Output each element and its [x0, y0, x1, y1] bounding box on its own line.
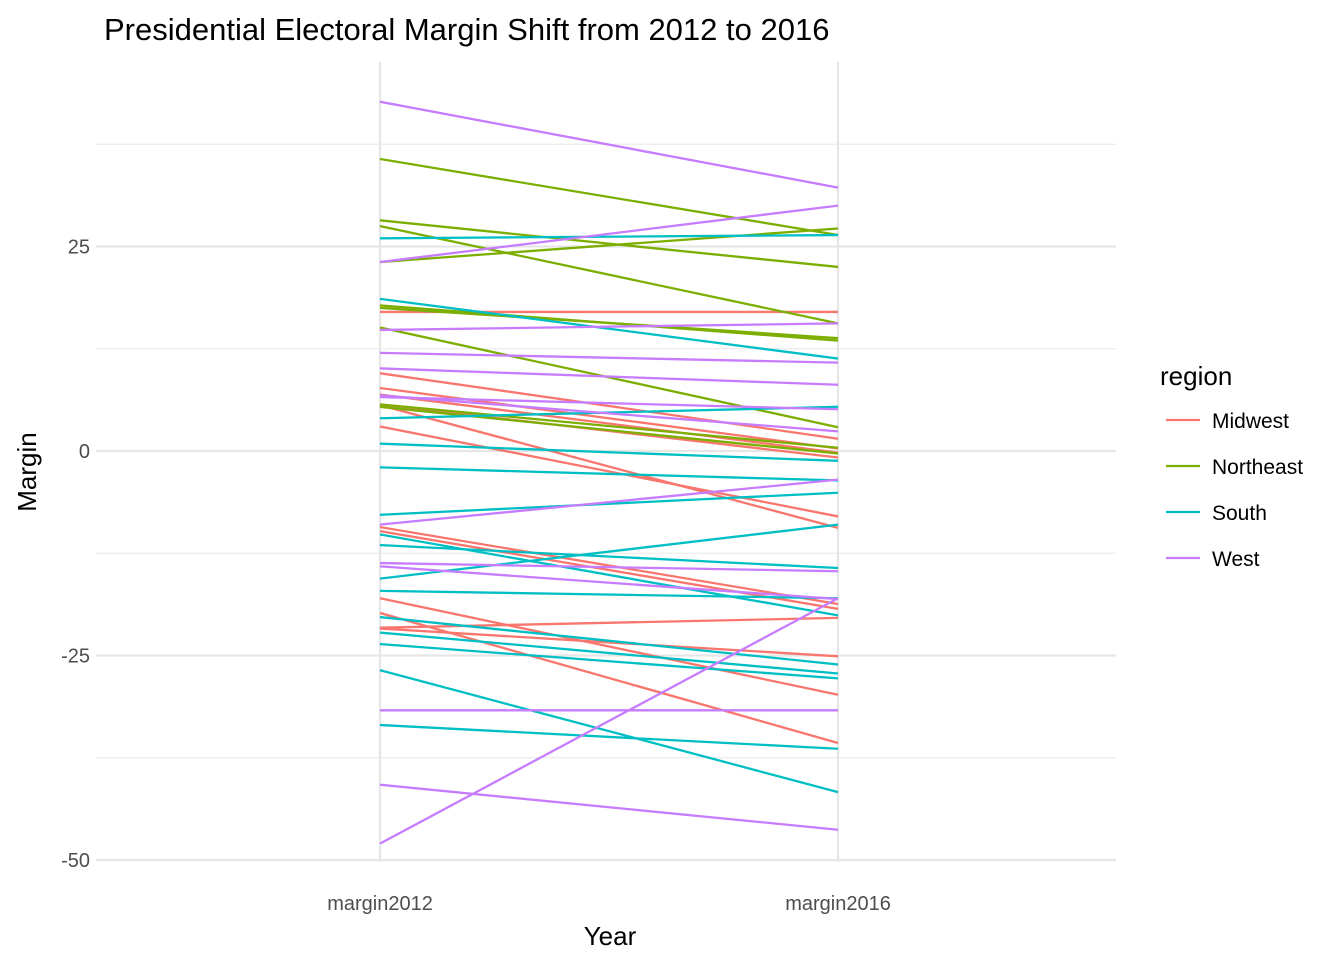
series-line-south [379, 297, 839, 360]
series-line-west [379, 204, 839, 264]
series-line-northeast [379, 157, 839, 237]
series-line-midwest [379, 393, 839, 454]
y-axis-ticks: 25 0 -25 -50 [61, 237, 90, 873]
series-line-south [379, 491, 839, 516]
series-line-west [379, 783, 839, 831]
grid-major-lines [96, 62, 1116, 862]
legend-item-south: South [1166, 502, 1267, 525]
series-line-midwest [379, 404, 839, 530]
x-axis-ticks: margin2012 margin2016 [327, 893, 891, 915]
y-tick-label: 0 [79, 441, 90, 463]
series-line-midwest [379, 425, 839, 518]
y-axis-title: Margin [12, 432, 42, 511]
x-axis-title: Year [584, 921, 637, 951]
legend-label: South [1212, 502, 1267, 525]
chart-title: Presidential Electoral Margin Shift from… [104, 12, 829, 47]
series-line-northeast [379, 405, 839, 455]
series-line-midwest [379, 372, 839, 440]
legend: region Midwest Northeast South West [1160, 361, 1303, 571]
series-line-south [379, 723, 839, 750]
series-line-midwest [379, 611, 839, 745]
series-line-northeast [379, 224, 839, 325]
series-line-south [379, 233, 839, 240]
series-line-south [379, 466, 839, 482]
legend-label: West [1212, 548, 1260, 571]
series-line-west [379, 395, 839, 411]
series-line-midwest [379, 525, 839, 606]
series-line-west [379, 478, 839, 526]
legend-item-northeast: Northeast [1166, 456, 1303, 479]
series-line-south [379, 533, 839, 617]
x-tick-label: margin2016 [785, 893, 891, 915]
legend-item-west: West [1166, 548, 1260, 571]
series-line-northeast [379, 403, 839, 449]
series-line-west [379, 565, 839, 601]
legend-title: region [1160, 361, 1232, 391]
legend-label: Northeast [1212, 456, 1303, 479]
series-line-west [379, 351, 839, 364]
series-line-south [379, 631, 839, 675]
series-line-south [379, 589, 839, 600]
series-line-south [379, 442, 839, 462]
series-line-west [379, 394, 839, 433]
series-line-midwest [379, 627, 839, 658]
series-line-south [379, 669, 839, 794]
series-line-west [379, 322, 839, 332]
series-line-west [379, 561, 839, 573]
series-lines [379, 100, 839, 845]
series-line-northeast [379, 219, 839, 269]
series-line-midwest [379, 616, 839, 629]
series-line-west [379, 100, 839, 189]
series-line-south [379, 642, 839, 680]
y-tick-label: -25 [61, 646, 90, 668]
series-line-northeast [379, 227, 839, 264]
series-line-midwest [379, 597, 839, 696]
legend-label: Midwest [1212, 410, 1289, 433]
series-line-west [379, 367, 839, 386]
series-line-west [379, 597, 839, 845]
y-tick-label: -50 [61, 850, 90, 872]
x-tick-label: margin2012 [327, 893, 433, 915]
series-line-south [379, 523, 839, 580]
series-line-south [379, 615, 839, 666]
legend-item-midwest: Midwest [1166, 410, 1289, 433]
series-line-northeast [379, 306, 839, 340]
y-tick-label: 25 [68, 237, 90, 259]
